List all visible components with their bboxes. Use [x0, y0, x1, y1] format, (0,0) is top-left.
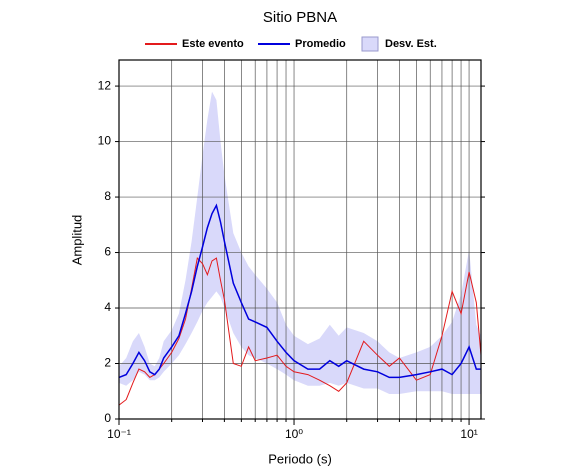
y-tick-label: 12	[98, 78, 112, 92]
y-tick-label: 10	[98, 134, 112, 148]
y-tick-label: 0	[104, 411, 111, 425]
series-line	[118, 203, 481, 379]
x-tick-label: 10⁰	[285, 427, 303, 441]
std-band	[119, 91, 481, 394]
x-tick-label: 10⁻¹	[107, 427, 131, 441]
y-tick-label: 6	[104, 245, 111, 259]
y-axis-label: Amplitud	[69, 215, 84, 266]
y-tick-label: 4	[104, 300, 111, 314]
legend-label: Desv. Est.	[385, 38, 437, 50]
x-axis-label: Periodo (s)	[268, 451, 332, 466]
legend-swatch	[361, 36, 379, 52]
chart-title: Sitio PBNA	[263, 9, 337, 26]
plot-frame	[118, 59, 482, 420]
x-tick-label: 10¹	[460, 427, 477, 441]
legend-label: Este evento	[182, 38, 244, 50]
y-tick-label: 8	[104, 189, 111, 203]
legend-label: Promedio	[295, 38, 346, 50]
y-tick-label: 2	[104, 356, 111, 370]
